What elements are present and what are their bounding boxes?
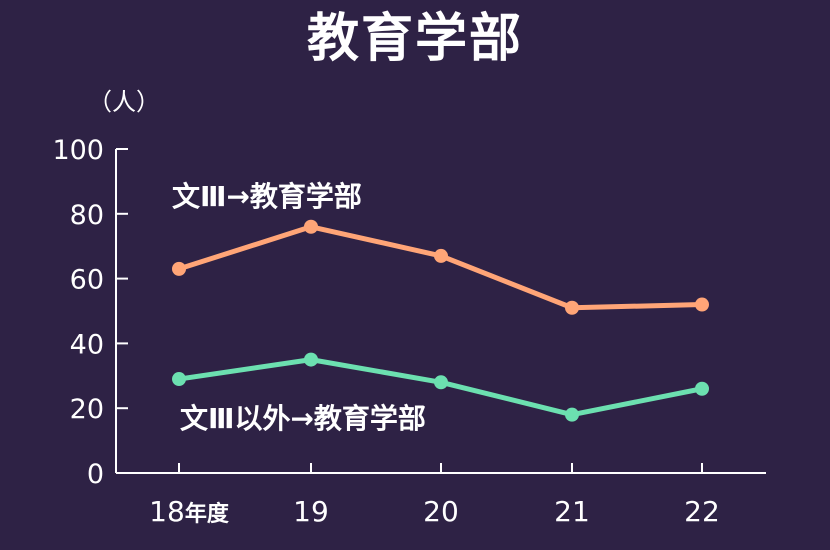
x-tick-label: 20 [423, 495, 459, 528]
chart-title: 教育学部 [306, 9, 523, 69]
x-tick-label: 19 [293, 495, 329, 528]
axes: 0 20 40 60 80 100 18年度 19 20 21 22 [52, 135, 766, 528]
y-tick-label: 0 [87, 459, 104, 490]
data-point-series-1 [565, 300, 579, 315]
series-label-2: 文Ⅲ以外→教育学部 [180, 402, 426, 435]
y-tick-label: 20 [70, 394, 104, 425]
data-point-series-1 [172, 261, 186, 276]
series-layer [172, 219, 709, 422]
data-point-series-2 [565, 407, 579, 422]
series-label-1: 文Ⅲ→教育学部 [172, 180, 362, 213]
y-tick-label: 40 [70, 329, 104, 360]
data-point-series-1 [304, 219, 318, 234]
data-point-series-2 [695, 381, 709, 396]
y-axis-unit-label: （人） [88, 88, 160, 116]
x-tick-label: 21 [554, 495, 590, 528]
data-point-series-1 [695, 297, 709, 312]
data-point-series-2 [304, 352, 318, 367]
y-tick-label: 60 [70, 265, 104, 296]
data-point-series-1 [434, 248, 448, 263]
data-point-series-2 [172, 372, 186, 387]
data-point-series-2 [434, 375, 448, 390]
series-line-1 [176, 224, 705, 311]
y-tick-label: 100 [52, 135, 104, 166]
y-tick-label: 80 [70, 200, 104, 231]
x-tick-label: 22 [684, 495, 720, 528]
x-tick-label: 18年度 [149, 495, 230, 528]
